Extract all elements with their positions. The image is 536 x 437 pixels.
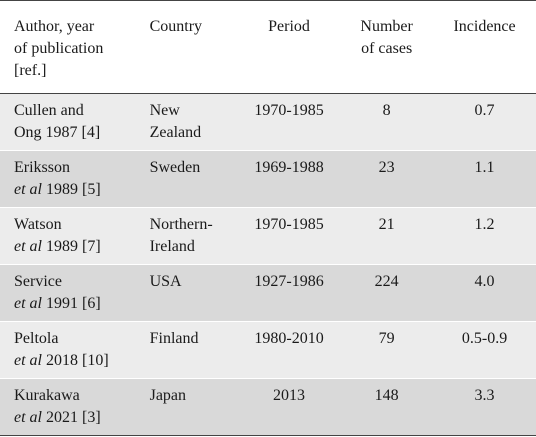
cell-cases: 21: [340, 207, 434, 265]
author-line-2: et al 2018 [10]: [14, 350, 135, 372]
cell-country: New Zealand: [135, 93, 238, 151]
author-line-1: Eriksson: [14, 159, 70, 176]
header-row: Author, year of publication [ref.] Count…: [0, 0, 536, 94]
header-incidence: Incidence: [433, 0, 536, 94]
author-line-1: Watson: [14, 216, 62, 233]
author-line-1: Kurakawa: [14, 387, 80, 404]
author-line-2: Ong 1987 [4]: [14, 122, 135, 144]
author-year-ref: 2018 [10]: [42, 352, 109, 369]
country-line-1: New: [149, 102, 180, 119]
author-year-ref: 1989 [7]: [42, 238, 101, 255]
cell-cases: 79: [340, 321, 434, 379]
cell-country: Sweden: [135, 150, 238, 208]
table-row: Peltola et al 2018 [10] Finland 1980-201…: [0, 321, 536, 379]
cell-country: Japan: [135, 378, 238, 436]
header-incidence-line: Incidence: [453, 18, 516, 35]
cell-period: 1927-1986: [237, 264, 341, 322]
header-period: Period: [237, 0, 341, 94]
cell-author: Peltola et al 2018 [10]: [0, 321, 136, 379]
country-line-1: Northern-: [149, 216, 213, 233]
country-line-1: Sweden: [149, 159, 201, 176]
author-line-1: Peltola: [14, 330, 59, 347]
author-year-ref: 1991 [6]: [42, 295, 101, 312]
header-author: Author, year of publication [ref.]: [0, 0, 136, 94]
table-row: Watson et al 1989 [7] Northern- Ireland …: [0, 207, 536, 265]
table-body: Cullen and Ong 1987 [4] New Zealand 1970…: [0, 93, 536, 436]
header-author-line: of publication: [14, 40, 104, 57]
header-cases: Number of cases: [340, 0, 434, 94]
table-row: Service et al 1991 [6] USA 1927-1986 224…: [0, 264, 536, 322]
cell-cases: 8: [340, 93, 434, 151]
cell-cases: 148: [340, 378, 434, 436]
header-country: Country: [135, 0, 238, 94]
author-etal: et al: [14, 238, 42, 255]
author-line-2: et al 1989 [5]: [14, 179, 135, 201]
header-period-line: Period: [268, 18, 310, 35]
country-line-2: Zealand: [149, 124, 202, 141]
cell-author: Kurakawa et al 2021 [3]: [0, 378, 136, 436]
table-header: Author, year of publication [ref.] Count…: [0, 0, 536, 94]
header-country-line: Country: [149, 18, 203, 35]
cell-period: 1970-1985: [237, 93, 341, 151]
cell-incidence: 0.7: [433, 93, 536, 151]
country-line-1: Finland: [149, 330, 199, 347]
header-cases-line: of cases: [361, 40, 413, 57]
cell-country: Northern- Ireland: [135, 207, 238, 265]
table-row: Cullen and Ong 1987 [4] New Zealand 1970…: [0, 93, 536, 151]
author-etal: et al: [14, 295, 42, 312]
cell-period: 1969-1988: [237, 150, 341, 208]
cell-author: Watson et al 1989 [7]: [0, 207, 136, 265]
cell-country: USA: [135, 264, 238, 322]
author-etal: et al: [14, 409, 42, 426]
cell-incidence: 1.2: [433, 207, 536, 265]
cell-period: 1980-2010: [237, 321, 341, 379]
country-line-1: USA: [149, 273, 182, 290]
cell-incidence: 1.1: [433, 150, 536, 208]
author-line-2: et al 1989 [7]: [14, 236, 135, 258]
author-text: Ong 1987 [4]: [14, 124, 101, 141]
author-etal: et al: [14, 181, 42, 198]
country-line-2: Ireland: [149, 238, 195, 255]
table-row: Eriksson et al 1989 [5] Sweden 1969-1988…: [0, 150, 536, 208]
country-line-1: Japan: [149, 387, 187, 404]
header-cases-line: Number: [360, 18, 413, 35]
header-author-line: Author, year: [14, 18, 95, 35]
author-year-ref: 1989 [5]: [42, 181, 101, 198]
author-line-2: et al 2021 [3]: [14, 407, 135, 429]
cell-cases: 224: [340, 264, 434, 322]
cell-period: 2013: [237, 378, 341, 436]
cell-author: Service et al 1991 [6]: [0, 264, 136, 322]
cell-author: Eriksson et al 1989 [5]: [0, 150, 136, 208]
cell-country: Finland: [135, 321, 238, 379]
cell-incidence: 3.3: [433, 378, 536, 436]
author-line-1: Cullen and: [14, 102, 84, 119]
author-etal: et al: [14, 352, 42, 369]
table-row: Kurakawa et al 2021 [3] Japan 2013 148 3…: [0, 378, 536, 436]
cell-cases: 23: [340, 150, 434, 208]
header-author-line: [ref.]: [14, 62, 47, 79]
author-line-2: et al 1991 [6]: [14, 293, 135, 315]
cell-incidence: 0.5-0.9: [433, 321, 536, 379]
cell-author: Cullen and Ong 1987 [4]: [0, 93, 136, 151]
cell-incidence: 4.0: [433, 264, 536, 322]
author-line-1: Service: [14, 273, 62, 290]
cell-period: 1970-1985: [237, 207, 341, 265]
author-year-ref: 2021 [3]: [42, 409, 101, 426]
